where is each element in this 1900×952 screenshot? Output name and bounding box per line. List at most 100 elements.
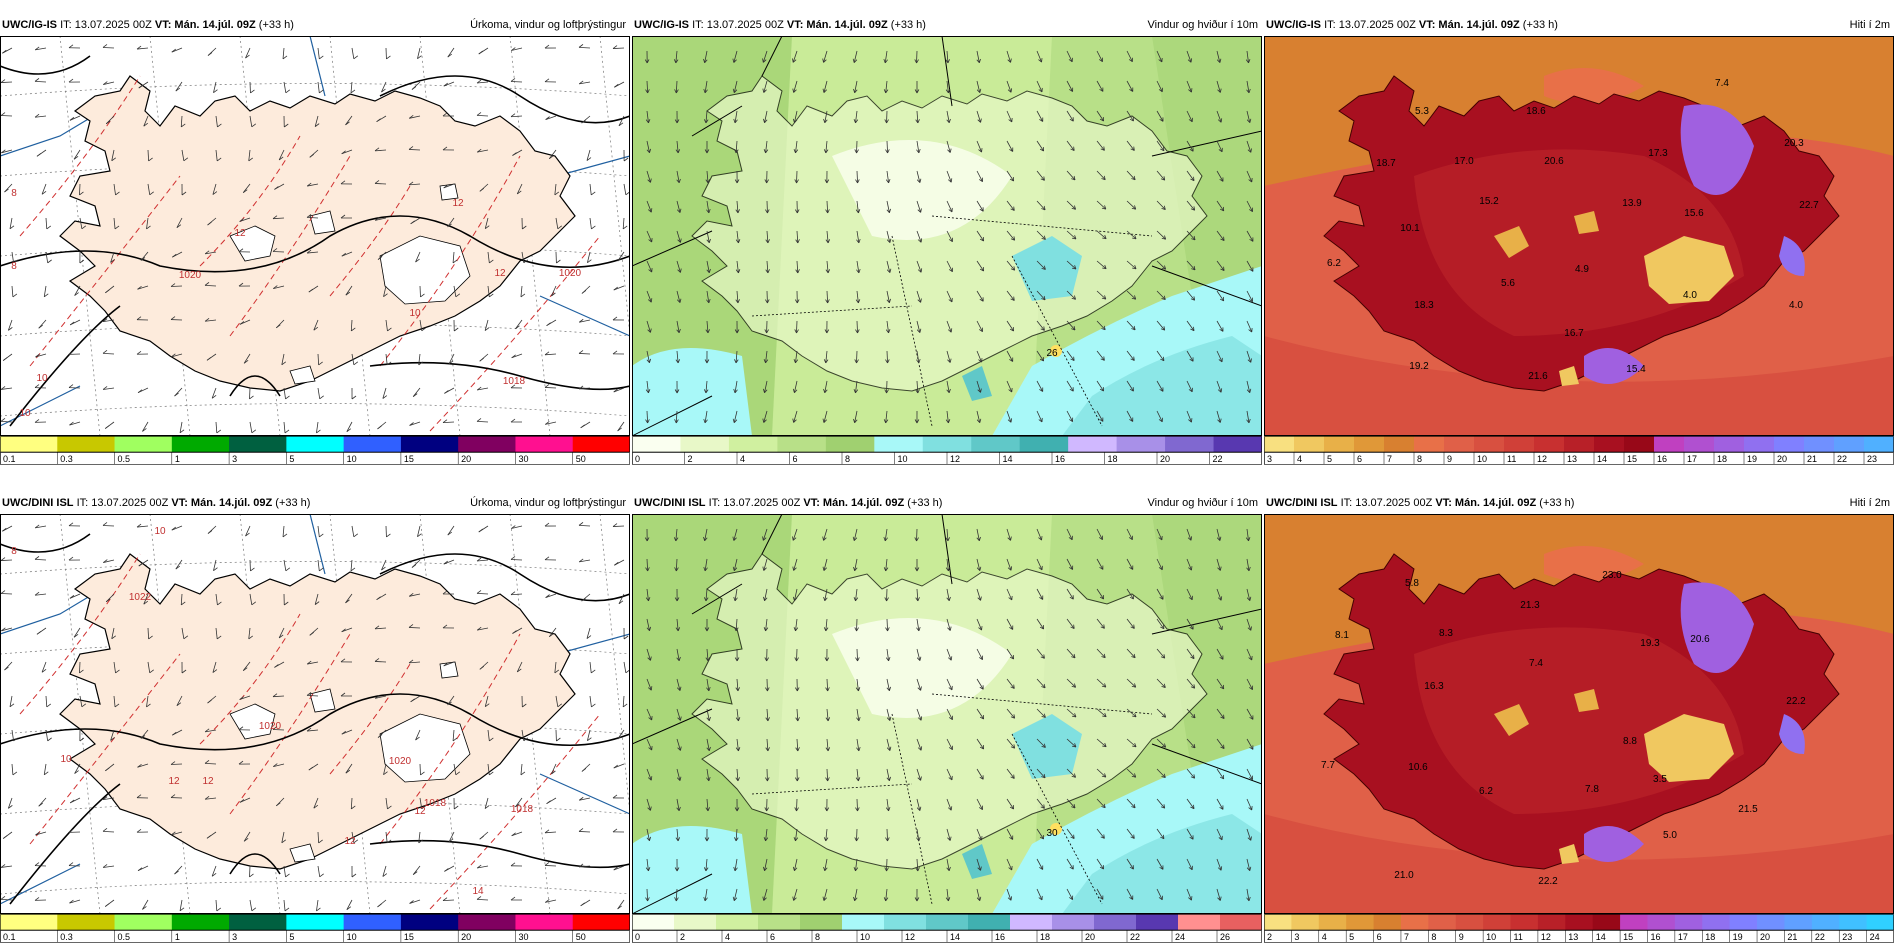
map-value-label: 19.3 xyxy=(1640,638,1660,649)
colorbar-swatch xyxy=(286,436,344,452)
panel-igis-wind: UWC/IG-IS IT: 13.07.2025 00Z VT: Mán. 14… xyxy=(632,14,1262,474)
colorbar-tick-label: 1 xyxy=(175,932,180,942)
map-value-label: 26 xyxy=(1046,348,1058,359)
map-value-label: 13.9 xyxy=(1622,198,1642,209)
colorbar-swatch xyxy=(1654,436,1685,452)
colorbar-tick-label: 11 xyxy=(1514,932,1523,942)
colorbar-swatch xyxy=(1784,914,1812,930)
colorbar-swatch xyxy=(1474,436,1505,452)
colorbar-tick-label: 4 xyxy=(740,454,745,464)
map-value-label: 12 xyxy=(202,776,214,787)
colorbar-swatch xyxy=(1684,436,1715,452)
colorbar-tick-label: 14 xyxy=(950,932,960,942)
map-value-label: 22.2 xyxy=(1538,876,1558,887)
colorbar-swatch xyxy=(800,914,843,930)
colorbar-swatch xyxy=(1214,436,1262,452)
colorbar-swatch xyxy=(1414,436,1445,452)
colorbar-swatch xyxy=(758,914,801,930)
colorbar-swatch xyxy=(1052,914,1095,930)
colorbar-swatch xyxy=(729,436,778,452)
colorbar-tick-label: 50 xyxy=(576,932,586,942)
map-value-label: 5.6 xyxy=(1501,278,1515,289)
colorbar-tick-label: 14 xyxy=(1597,454,1607,464)
colorbar-tick-label: 0.3 xyxy=(60,932,73,942)
init-time: IT: 13.07.2025 00Z xyxy=(709,497,801,509)
colorbar-tick-label: 15 xyxy=(404,454,414,464)
colorbar-tick-label: 21 xyxy=(1787,932,1797,942)
map-value-label: 8 xyxy=(11,188,17,199)
map-value-label: 1018 xyxy=(503,376,526,387)
map-value-label: 5.3 xyxy=(1415,106,1429,117)
map-value-label: 21.0 xyxy=(1394,870,1414,881)
colorbar-tick-label: 5 xyxy=(289,932,294,942)
colorbar-swatch xyxy=(1864,436,1894,452)
panel-title: Úrkoma, vindur og loftþrýstingur xyxy=(470,492,626,514)
colorbar-tick-label: 22 xyxy=(1130,932,1140,942)
map-value-label: 7.4 xyxy=(1529,658,1543,669)
colorbar-swatch xyxy=(1117,436,1166,452)
colorbar-swatch xyxy=(1264,914,1292,930)
colorbar-tick-label: 20 xyxy=(1760,932,1770,942)
colorbar-swatch xyxy=(1374,914,1402,930)
colorbar-swatch xyxy=(1834,436,1865,452)
map-value-label: 12 xyxy=(344,836,356,847)
colorbar-tick-label: 6 xyxy=(770,932,775,942)
map-value-label: 12 xyxy=(234,228,246,239)
colorbar-swatch xyxy=(1594,436,1625,452)
colorbar-tick-label: 5 xyxy=(1327,454,1332,464)
map-value-label: 1020 xyxy=(259,721,282,732)
map-value-label: 10 xyxy=(19,408,31,419)
colorbar-tick-label: 6 xyxy=(793,454,798,464)
colorbar-tick-label: 13 xyxy=(1567,454,1577,464)
colorbar-tick-label: 0 xyxy=(635,454,640,464)
map-value-label: 30 xyxy=(1046,828,1058,839)
init-time: IT: 13.07.2025 00Z xyxy=(1324,19,1416,31)
colorbar-tick-label: 19 xyxy=(1733,932,1743,942)
colorbar-swatch xyxy=(1620,914,1648,930)
colorbar-tick-label: 17 xyxy=(1678,932,1688,942)
map-value-label: 10.1 xyxy=(1400,223,1420,234)
colorbar-swatch xyxy=(115,436,173,452)
map-value-label: 4.0 xyxy=(1683,290,1697,301)
colorbar-tick-label: 9 xyxy=(1447,454,1452,464)
colorbar-swatch xyxy=(1511,914,1539,930)
colorbar-swatch xyxy=(229,914,287,930)
colorbar-tick-label: 5 xyxy=(289,454,294,464)
model-name: UWC/IG-IS xyxy=(634,19,689,31)
colorbar-tick-label: 16 xyxy=(1055,454,1065,464)
colorbar-tick-label: 0.1 xyxy=(3,932,16,942)
colorbar-swatch xyxy=(1136,914,1179,930)
map-value-label: 8.1 xyxy=(1335,630,1349,641)
map-value-label: 19.2 xyxy=(1409,361,1429,372)
map-value-label: 7.8 xyxy=(1585,784,1599,795)
colorbar-tick-label: 23 xyxy=(1842,932,1852,942)
colorbar-tick-label: 16 xyxy=(1657,454,1667,464)
map-value-label: 20.3 xyxy=(1784,138,1804,149)
colorbar-tick-label: 7 xyxy=(1387,454,1392,464)
map-value-label: 8 xyxy=(11,546,17,557)
colorbar-tick-label: 2 xyxy=(680,932,685,942)
colorbar-swatch xyxy=(1094,914,1137,930)
colorbar-swatch xyxy=(926,914,969,930)
colorbar-tick-label: 20 xyxy=(1777,454,1787,464)
colorbar-swatch xyxy=(968,914,1011,930)
init-time: IT: 13.07.2025 00Z xyxy=(77,497,169,509)
map-value-label: 1022 xyxy=(129,592,152,603)
colorbar-swatch xyxy=(842,914,885,930)
colorbar-swatch xyxy=(923,436,972,452)
colorbar-swatch xyxy=(0,436,58,452)
colorbar-swatch xyxy=(1538,914,1566,930)
valid-time: VT: Mán. 14.júl. 09Z xyxy=(1435,497,1536,509)
colorbar-tick-label: 24 xyxy=(1175,932,1185,942)
colorbar-tick-label: 20 xyxy=(1085,932,1095,942)
map-value-label: 18.7 xyxy=(1376,158,1396,169)
colorbar-tick-label: 20 xyxy=(461,932,471,942)
colorbar-tick-label: 3 xyxy=(1267,454,1272,464)
colorbar-swatch xyxy=(1220,914,1262,930)
